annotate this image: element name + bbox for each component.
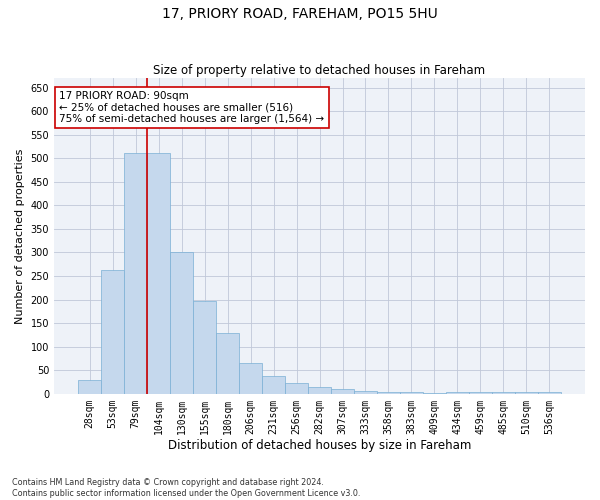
Bar <box>193 301 216 394</box>
Bar <box>308 387 331 394</box>
Text: 17, PRIORY ROAD, FAREHAM, PO15 5HU: 17, PRIORY ROAD, FAREHAM, PO15 5HU <box>162 8 438 22</box>
Bar <box>469 392 492 394</box>
Bar <box>101 270 124 394</box>
Y-axis label: Number of detached properties: Number of detached properties <box>15 148 25 324</box>
Bar <box>538 392 561 394</box>
Bar <box>377 392 400 394</box>
Bar <box>239 363 262 394</box>
Bar <box>285 384 308 394</box>
Bar <box>354 391 377 394</box>
X-axis label: Distribution of detached houses by size in Fareham: Distribution of detached houses by size … <box>168 440 471 452</box>
Bar <box>446 392 469 394</box>
Title: Size of property relative to detached houses in Fareham: Size of property relative to detached ho… <box>154 64 485 77</box>
Bar <box>124 152 147 394</box>
Bar <box>216 332 239 394</box>
Text: 17 PRIORY ROAD: 90sqm
← 25% of detached houses are smaller (516)
75% of semi-det: 17 PRIORY ROAD: 90sqm ← 25% of detached … <box>59 91 325 124</box>
Text: Contains HM Land Registry data © Crown copyright and database right 2024.
Contai: Contains HM Land Registry data © Crown c… <box>12 478 361 498</box>
Bar <box>400 392 423 394</box>
Bar <box>515 392 538 394</box>
Bar <box>492 392 515 394</box>
Bar <box>331 389 354 394</box>
Bar <box>147 152 170 394</box>
Bar <box>78 380 101 394</box>
Bar <box>262 376 285 394</box>
Bar <box>170 252 193 394</box>
